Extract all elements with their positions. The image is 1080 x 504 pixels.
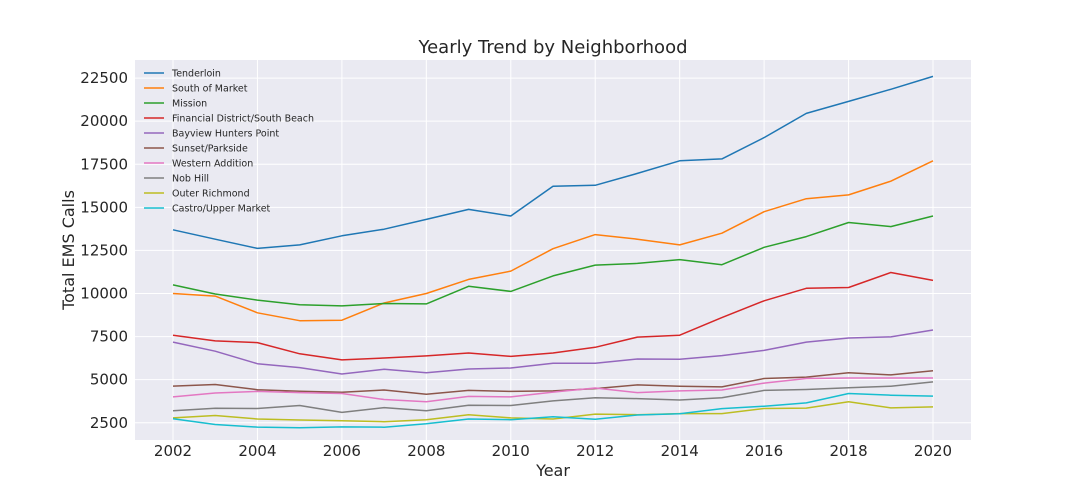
y-tick-label: 17500 [80,155,128,173]
legend-label: Western Addition [172,159,253,170]
y-tick-label: 20000 [80,112,128,130]
legend-label: Nob Hill [172,174,209,185]
legend-entry: Mission [144,99,207,110]
legend-entry: Sunset/Parkside [144,144,248,155]
x-tick-label: 2002 [154,442,192,460]
legend-label: Sunset/Parkside [172,144,248,155]
x-tick-label: 2010 [492,442,530,460]
legend-entry: Nob Hill [144,174,209,185]
y-tick-labels: 2500 5000 7500 10000 12500 15000 17500 20000 225… [80,69,128,432]
chart-title: Yearly Trend by Neighborhood [417,37,687,58]
legend-entry: Financial District/South Beach [144,114,314,125]
series-line-1 [172,160,934,322]
y-tick-label: 12500 [80,241,128,259]
legend: Tenderloin South of Market Mission Financia… [144,69,314,215]
legend-label: Bayview Hunters Point [172,129,279,140]
legend-label: Castro/Upper Market [172,204,271,215]
legend-entry: Outer Richmond [144,189,250,200]
y-tick-label: 15000 [80,198,128,216]
legend-label: Mission [172,99,207,110]
series-line-2 [172,215,934,307]
x-tick-label: 2012 [576,442,614,460]
x-tick-label: 2004 [238,442,276,460]
x-axis-title: Year [535,461,570,480]
legend-label: Outer Richmond [172,189,250,200]
x-tick-label: 2008 [407,442,445,460]
legend-label: South of Market [172,84,248,95]
legend-entry: Bayview Hunters Point [144,129,279,140]
series-line-7 [172,381,934,414]
grid-lines [135,60,971,440]
legend-entry: Castro/Upper Market [144,204,271,215]
series-line-9 [172,392,934,429]
y-tick-label: 5000 [90,371,128,389]
series-lines [172,75,934,429]
legend-entry: South of Market [144,84,248,95]
series-line-3 [172,271,934,361]
y-axis-title: Total EMS Calls [59,190,78,311]
series-line-8 [172,400,934,423]
x-tick-label: 2018 [829,442,867,460]
series-line-6 [172,377,933,403]
y-tick-label: 2500 [90,414,128,432]
legend-label: Tenderloin [171,69,221,80]
x-tick-label: 2006 [323,442,361,460]
legend-label: Financial District/South Beach [172,114,314,125]
series-line-5 [172,369,934,396]
y-tick-label: 7500 [90,328,128,346]
y-tick-label: 22500 [80,69,128,87]
x-tick-label: 2020 [914,442,952,460]
y-tick-label: 10000 [80,285,128,303]
legend-entry: Tenderloin [144,69,221,80]
legend-entry: Western Addition [144,159,253,170]
series-line-0 [172,75,934,250]
x-tick-label: 2016 [745,442,783,460]
x-tick-labels: 2002 2004 2006 2008 2010 2012 2014 2016 2018 2020 [154,442,952,460]
series-line-4 [172,329,934,375]
x-tick-label: 2014 [661,442,699,460]
